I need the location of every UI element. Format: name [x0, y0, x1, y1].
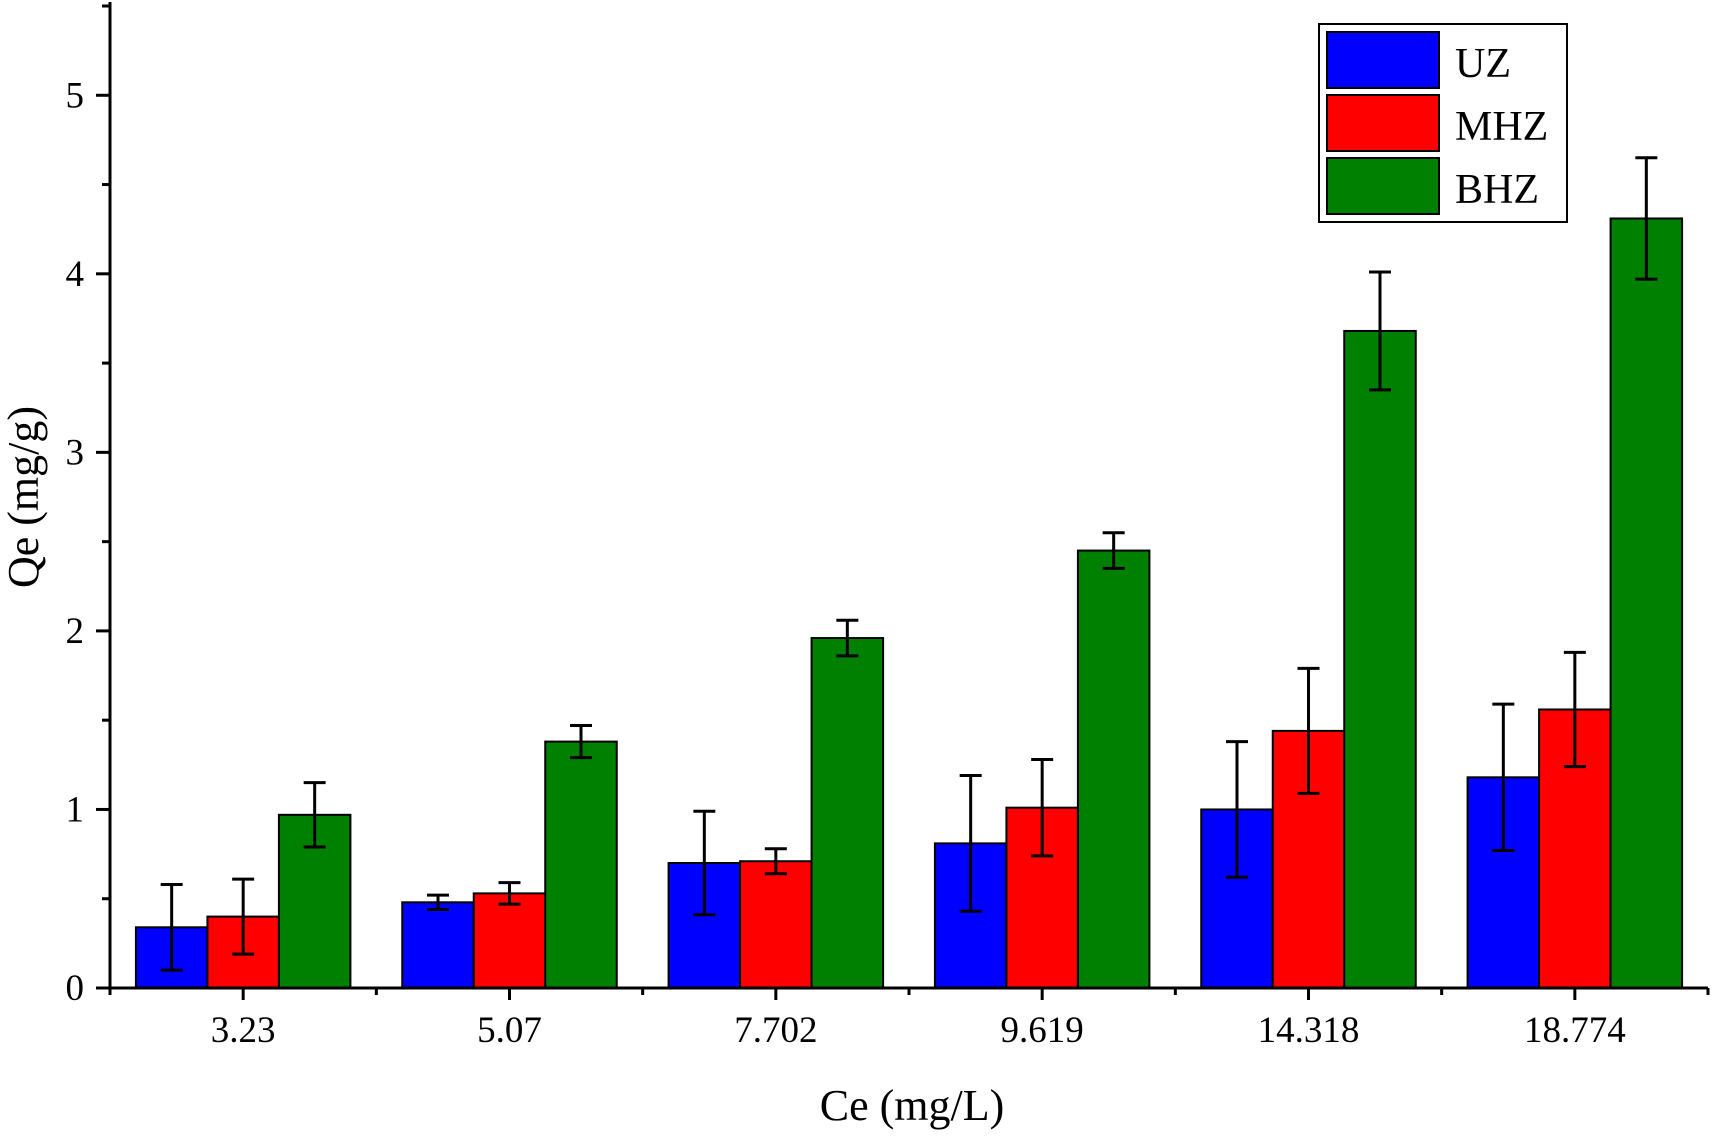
y-tick-label: 1 — [66, 789, 85, 830]
legend-swatch-uz — [1326, 31, 1440, 89]
legend-swatch-mhz — [1326, 94, 1440, 152]
x-tick-label: 5.07 — [477, 1010, 542, 1051]
legend-label-uz: UZ — [1455, 41, 1511, 87]
y-tick-label: 2 — [66, 611, 85, 652]
bar-bhz-5 — [1609, 217, 1684, 989]
bar-mhz-1 — [472, 892, 547, 989]
bar-bhz-2 — [810, 637, 885, 989]
bar-bhz-3 — [1076, 549, 1151, 990]
error-bar-bhz-4 — [1369, 270, 1391, 392]
error-bar-uz-4 — [1226, 740, 1248, 879]
error-bar-uz-0 — [160, 882, 183, 972]
legend-label-bhz: BHZ — [1455, 167, 1539, 213]
error-bar-bhz-2 — [836, 618, 859, 658]
axes — [96, 2, 1710, 1000]
error-bar-bhz-3 — [1102, 531, 1125, 570]
y-tick-label: 4 — [66, 254, 85, 295]
error-bar-uz-1 — [427, 893, 449, 911]
bar-uz-1 — [401, 901, 475, 989]
y-axis-title: Qe (mg/g) — [0, 406, 48, 588]
error-bar-mhz-4 — [1297, 666, 1320, 795]
x-tick-label: 18.774 — [1524, 1010, 1626, 1051]
error-bar-bhz-0 — [303, 781, 326, 849]
x-tick-label: 9.619 — [1001, 1010, 1084, 1051]
y-tick-label: 5 — [66, 75, 85, 116]
bar-bhz-1 — [544, 740, 618, 990]
error-bar-uz-2 — [693, 809, 716, 917]
x-axis-title: Ce (mg/L) — [820, 1081, 1005, 1130]
bar-bhz-4 — [1343, 329, 1417, 990]
x-tick-label: 14.318 — [1258, 1010, 1360, 1051]
bar-mhz-2 — [739, 860, 813, 989]
error-bar-mhz-3 — [1031, 757, 1054, 858]
y-tick-label: 0 — [66, 968, 85, 1009]
bars-layer — [134, 217, 1684, 990]
error-bar-bhz-5 — [1635, 156, 1658, 281]
error-bars-layer — [160, 156, 1658, 972]
error-bar-uz-5 — [1492, 702, 1515, 853]
y-tick-label: 3 — [66, 432, 85, 473]
error-bar-mhz-1 — [498, 881, 521, 906]
legend: UZ MHZ BHZ — [1318, 23, 1568, 223]
x-tick-label: 3.23 — [211, 1010, 276, 1051]
error-bar-mhz-5 — [1563, 650, 1586, 769]
error-bar-mhz-2 — [764, 847, 787, 876]
legend-swatch-bhz — [1326, 157, 1440, 215]
legend-label-mhz: MHZ — [1455, 104, 1548, 150]
error-bar-mhz-0 — [232, 877, 255, 956]
error-bar-uz-3 — [959, 774, 982, 913]
error-bar-bhz-1 — [570, 724, 592, 760]
tick-labels: 0 1 2 3 4 5 3.23 5.07 7.702 9.619 14.318 18.774 — [66, 75, 1626, 1051]
x-tick-label: 7.702 — [734, 1010, 817, 1051]
